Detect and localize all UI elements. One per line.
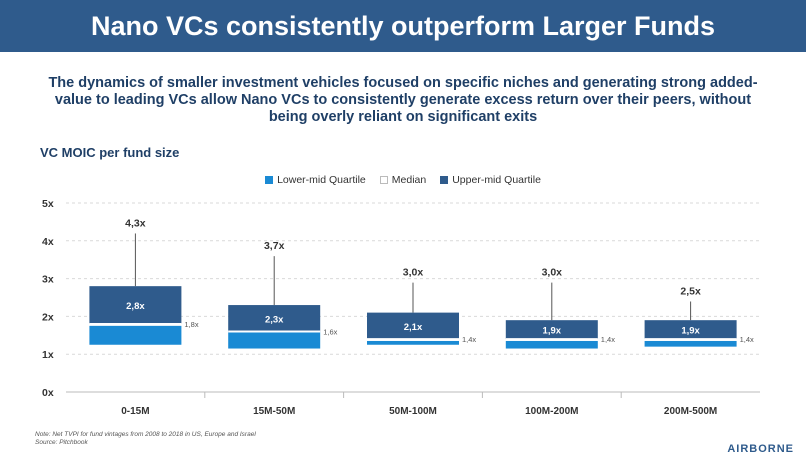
footnote: Note: Net TVPI for fund vintages from 20… [35, 431, 256, 447]
upper-quartile-box [367, 312, 459, 340]
max-value-label: 3,0x [403, 267, 424, 279]
footnote-source: Source: Pitchbook [35, 439, 88, 446]
max-value-label: 3,0x [542, 267, 563, 279]
chart-title: VC MOIC per fund size [40, 145, 180, 160]
x-tick-label: 100M-200M [525, 406, 578, 415]
legend-label-median: Median [391, 174, 427, 186]
x-tick-label: 200M-500M [664, 406, 717, 415]
subtitle: The dynamics of smaller investment vehic… [48, 75, 758, 125]
upper-quartile-box [644, 320, 737, 340]
max-value-label: 3,7x [264, 240, 285, 252]
y-tick-label: 3x [42, 274, 54, 286]
y-tick-label: 2x [42, 311, 54, 323]
legend-swatch-upper [440, 176, 449, 184]
legend-item-median: Median [379, 174, 427, 186]
x-tick-label: 15M-50M [253, 406, 295, 415]
upper-quartile-box [228, 305, 321, 332]
legend-swatch-lower [265, 176, 274, 184]
lower-quartile-box [505, 340, 598, 349]
footnote-note: Note: Net TVPI for fund vintages from 20… [35, 431, 256, 438]
upper-quartile-label: 2,8x [126, 301, 145, 312]
upper-quartile-box [89, 286, 182, 324]
upper-quartile-label: 2,1x [404, 322, 423, 333]
page-title: Nano VCs consistently outperform Larger … [0, 0, 806, 52]
y-tick-label: 0x [42, 387, 54, 399]
x-tick-label: 0-15M [121, 406, 149, 415]
median-label: 1,6x [323, 328, 337, 337]
airborne-logo: AIRBORNE [727, 443, 794, 455]
upper-quartile-box [505, 320, 598, 340]
median-label: 1,4x [740, 335, 754, 344]
x-tick-label: 50M-100M [389, 406, 437, 415]
upper-quartile-label: 1,9x [681, 326, 700, 337]
moic-chart: 0x 1x 2x 3x 4x 5x 4,3x 2,8x 1,8x 0-15M 3,7x 2,3x 1,6… [42, 198, 760, 415]
legend-label-lower: Lower-mid Quartile [277, 174, 366, 186]
lower-quartile-box [228, 331, 321, 349]
y-tick-label: 4x [42, 236, 54, 248]
legend-label-upper: Upper-mid Quartile [452, 174, 541, 186]
y-tick-label: 1x [42, 349, 54, 361]
upper-quartile-label: 2,3x [265, 314, 284, 325]
max-value-label: 2,5x [680, 286, 701, 298]
median-label: 1,4x [601, 335, 615, 344]
upper-quartile-label: 1,9x [543, 326, 562, 337]
median-label: 1,8x [184, 320, 198, 329]
max-value-label: 4,3x [125, 217, 146, 229]
lower-quartile-box [644, 340, 737, 347]
legend-item-lower: Lower-mid Quartile [265, 174, 366, 186]
median-label: 1,4x [462, 335, 476, 344]
lower-quartile-box [367, 340, 459, 345]
legend-item-upper: Upper-mid Quartile [440, 174, 541, 186]
chart-legend: Lower-mid Quartile Median Upper-mid Quar… [0, 174, 806, 186]
legend-swatch-median [379, 176, 388, 184]
lower-quartile-box [89, 325, 182, 345]
y-tick-label: 5x [42, 198, 54, 210]
